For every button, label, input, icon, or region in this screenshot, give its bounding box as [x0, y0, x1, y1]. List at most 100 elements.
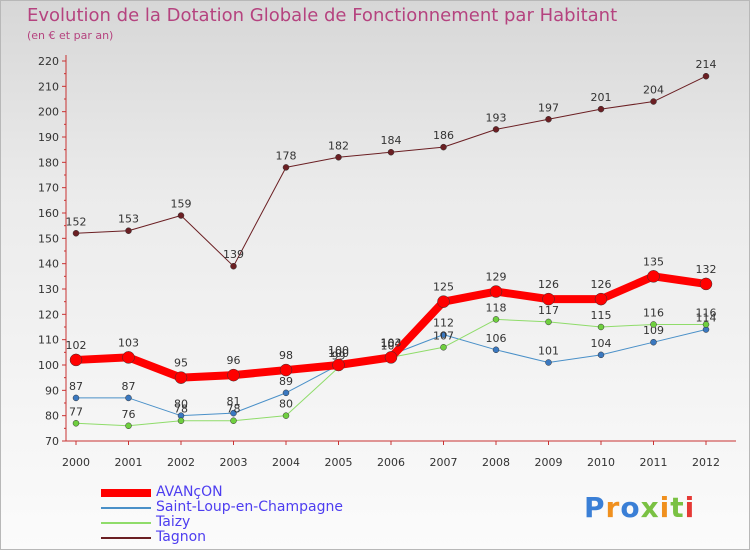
data-label-avan-on: 95	[174, 357, 188, 370]
data-point-tagnon	[387, 148, 395, 156]
y-tick-label: 100	[38, 359, 59, 372]
data-point-taizy	[72, 420, 80, 427]
data-label-saint-loup-en-champagne: 100	[328, 347, 349, 360]
y-tick-label: 160	[38, 207, 59, 220]
proxiti-logo[interactable]: Proxiti	[584, 491, 696, 524]
data-point-avan-on	[384, 351, 398, 364]
data-label-taizy: 116	[643, 306, 664, 319]
data-label-saint-loup-en-champagne: 80	[174, 398, 188, 411]
y-tick-label: 140	[38, 258, 59, 271]
data-label-tagnon: 214	[696, 58, 717, 71]
data-label-tagnon: 193	[486, 111, 507, 124]
chart-title: Evolution de la Dotation Globale de Fonc…	[27, 5, 618, 26]
data-label-taizy: 78	[227, 403, 241, 416]
data-point-tagnon	[177, 212, 185, 219]
x-tick-label: 2010	[587, 456, 615, 469]
data-point-tagnon	[282, 164, 290, 171]
data-label-saint-loup-en-champagne: 112	[433, 317, 454, 330]
data-point-avan-on	[437, 295, 450, 308]
data-label-taizy: 107	[433, 329, 454, 342]
data-point-taizy	[177, 417, 185, 424]
data-point-saint-loup-en-champagne	[125, 394, 132, 402]
data-point-saint-loup-en-champagne	[72, 394, 80, 402]
data-point-tagnon	[597, 105, 605, 113]
y-tick-label: 80	[45, 410, 59, 423]
data-label-avan-on: 126	[591, 278, 612, 291]
data-label-avan-on: 96	[227, 354, 241, 367]
data-point-saint-loup-en-champagne	[597, 351, 605, 359]
data-point-saint-loup-en-champagne	[545, 359, 552, 366]
data-label-saint-loup-en-champagne: 109	[643, 324, 664, 337]
legend-item-saint-loup: Saint-Loup-en-Champagne	[101, 499, 421, 515]
data-point-avan-on	[647, 270, 660, 283]
data-point-taizy	[650, 321, 657, 328]
data-point-tagnon	[335, 154, 342, 161]
legend-label-saint-loup: Saint-Loup-en-Champagne	[156, 499, 343, 515]
data-label-tagnon: 204	[643, 84, 664, 97]
data-point-tagnon	[492, 126, 500, 133]
data-point-tagnon	[545, 116, 552, 123]
data-label-saint-loup-en-champagne: 106	[486, 332, 507, 345]
data-point-saint-loup-en-champagne	[492, 346, 500, 354]
data-label-tagnon: 197	[538, 101, 559, 114]
data-point-avan-on	[279, 363, 293, 377]
data-point-avan-on	[122, 351, 135, 364]
data-label-saint-loup-en-champagne: 81	[227, 395, 241, 408]
data-label-tagnon: 139	[223, 248, 244, 261]
x-tick-label: 2001	[115, 456, 143, 469]
data-point-tagnon	[230, 262, 237, 270]
legend-label-taizy: Taizy	[156, 514, 191, 530]
data-label-taizy: 118	[486, 301, 507, 314]
x-tick-label: 2002	[167, 456, 195, 469]
data-point-tagnon	[125, 227, 132, 234]
data-point-saint-loup-en-champagne	[230, 409, 237, 417]
data-point-taizy	[282, 412, 290, 419]
y-tick-label: 130	[38, 283, 59, 296]
data-point-avan-on	[332, 358, 345, 372]
data-label-taizy: 99	[332, 350, 346, 363]
y-tick-label: 190	[38, 131, 59, 144]
data-label-saint-loup-en-champagne: 104	[591, 337, 612, 350]
legend-item-taizy: Taizy	[101, 514, 421, 530]
x-tick-label: 2008	[482, 456, 510, 469]
data-label-avan-on: 102	[66, 339, 87, 352]
y-tick-label: 200	[38, 106, 59, 119]
data-point-avan-on	[489, 285, 503, 298]
data-label-tagnon: 182	[328, 139, 349, 152]
data-label-avan-on: 129	[486, 271, 507, 284]
data-label-taizy: 76	[122, 408, 136, 421]
y-tick-label: 170	[38, 182, 59, 195]
data-label-avan-on: 98	[279, 349, 293, 362]
data-label-taizy: 78	[174, 403, 188, 416]
x-tick-label: 2004	[272, 456, 300, 469]
data-label-tagnon: 184	[381, 134, 402, 147]
x-tick-label: 2011	[640, 456, 668, 469]
legend-item-avancon: AVANçON	[101, 484, 421, 500]
data-point-avan-on	[594, 292, 608, 306]
data-label-tagnon: 153	[118, 213, 139, 226]
data-label-saint-loup-en-champagne: 87	[122, 380, 136, 393]
data-point-avan-on	[69, 353, 83, 367]
data-label-avan-on: 126	[538, 278, 559, 291]
y-tick-label: 70	[45, 435, 59, 448]
x-tick-label: 2003	[220, 456, 248, 469]
data-label-taizy: 80	[279, 398, 293, 411]
x-tick-label: 2012	[692, 456, 720, 469]
data-label-saint-loup-en-champagne: 89	[279, 375, 293, 388]
x-tick-label: 2000	[62, 456, 90, 469]
data-point-taizy	[597, 323, 605, 331]
data-label-tagnon: 152	[66, 215, 87, 228]
data-point-taizy	[545, 318, 552, 326]
series-line-tagnon	[75, 75, 707, 267]
x-tick-label: 2009	[535, 456, 563, 469]
data-point-taizy	[492, 316, 500, 323]
data-point-saint-loup-en-champagne	[440, 331, 447, 338]
data-point-saint-loup-en-champagne	[282, 389, 290, 397]
data-label-avan-on: 125	[433, 281, 454, 294]
x-tick-label: 2006	[377, 456, 405, 469]
data-point-tagnon	[440, 143, 447, 151]
legend-label-avancon: AVANçON	[156, 484, 223, 500]
data-point-saint-loup-en-champagne	[650, 338, 657, 346]
